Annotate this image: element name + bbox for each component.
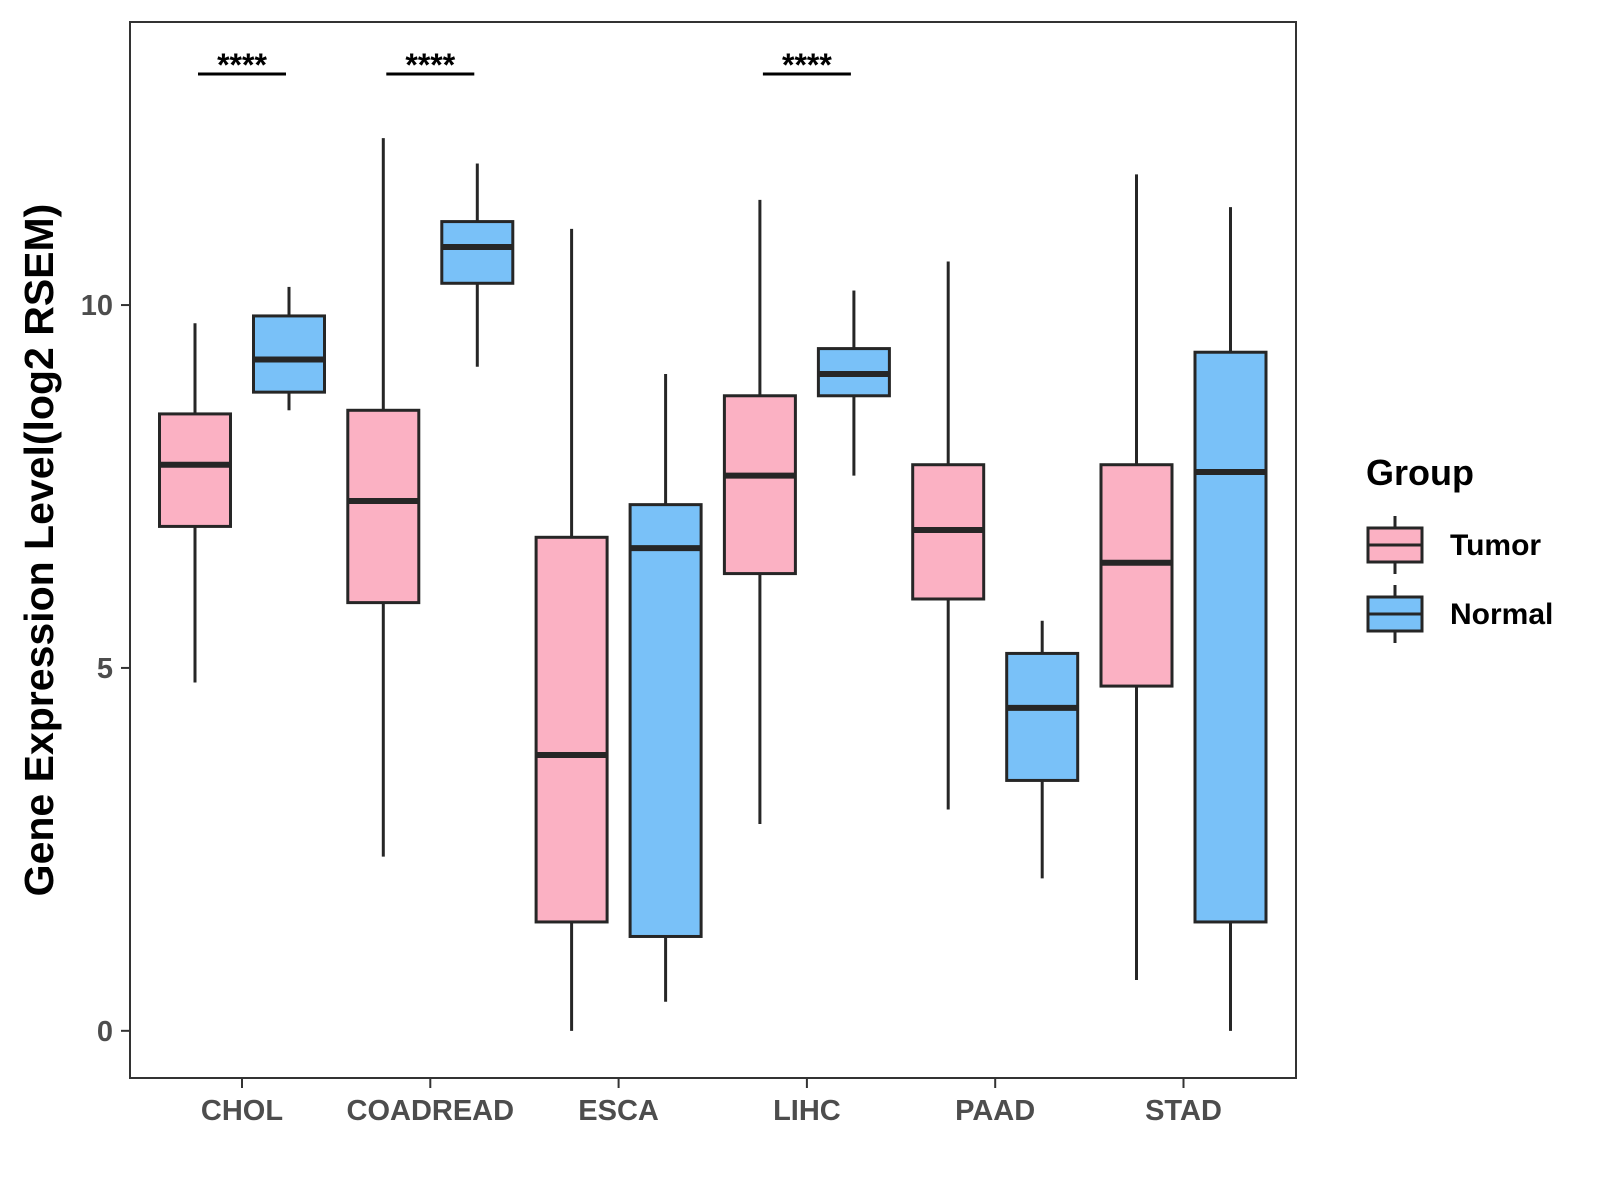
stad-normal-box — [1193, 350, 1268, 924]
x-tick-label-esca: ESCA — [578, 1095, 659, 1127]
lihc-significance-label: **** — [782, 47, 832, 83]
y-axis: 0 5 10 — [81, 290, 130, 1048]
esca-tumor-box — [534, 535, 609, 924]
coadread-tumor-box — [346, 408, 421, 605]
legend-title: Group — [1366, 452, 1474, 493]
significance-annotations: **** **** **** — [198, 47, 851, 83]
y-tick-label-0: 0 — [97, 1016, 113, 1048]
coadread-normal-box — [440, 220, 515, 285]
legend-label-normal: Normal — [1450, 598, 1553, 631]
lihc-tumor-box — [722, 394, 797, 576]
boxes-layer — [158, 138, 1268, 1031]
y-tick-label-10: 10 — [81, 290, 113, 322]
esca-normal-box — [628, 503, 703, 938]
chol-significance-label: **** — [217, 47, 267, 83]
legend-label-tumor: Tumor — [1450, 529, 1541, 562]
stad-tumor-box — [1099, 463, 1174, 688]
legend: Group Tumor Normal — [1366, 452, 1553, 643]
x-tick-label-stad: STAD — [1145, 1095, 1222, 1127]
paad-normal-box — [1005, 651, 1080, 782]
x-tick-label-paad: PAAD — [955, 1095, 1035, 1127]
chol-normal-box — [252, 314, 326, 394]
x-axis: CHOL COADREAD ESCA LIHC PAAD STAD — [201, 1078, 1222, 1127]
coadread-significance-label: **** — [405, 47, 455, 83]
chol-tumor-box — [158, 412, 232, 528]
plot-panel-border — [129, 21, 1297, 1079]
x-tick-label-coadread: COADREAD — [347, 1095, 515, 1127]
x-tick-label-chol: CHOL — [201, 1095, 283, 1127]
x-tick-label-lihc: LIHC — [773, 1095, 841, 1127]
y-tick-label-5: 5 — [97, 653, 113, 685]
y-axis-title: Gene Expression Level(log2 RSEM) — [16, 204, 62, 897]
